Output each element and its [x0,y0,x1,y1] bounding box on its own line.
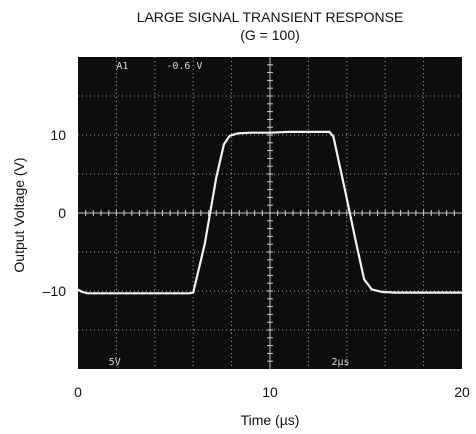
chart-subtitle: (G = 100) [240,27,300,43]
scope-grid [78,57,462,369]
x-tick-label: 0 [74,384,82,400]
signal-trace [77,130,462,295]
x-axis-label: Time (µs) [240,412,300,428]
x-tick-label: 20 [454,384,470,400]
screen-annotation: 2µs [331,357,349,368]
y-tick-label: 10 [50,127,66,143]
y-axis-label: Output Voltage (V) [11,157,27,273]
scope-annotations: A1 -0.6 V 5V 2µs [109,61,350,368]
x-tick-label: 10 [262,384,278,400]
y-tick-labels: 10 0 –10 [43,127,67,299]
screen-annotation: A1 [116,61,128,72]
y-tick-label: 0 [58,205,66,221]
y-tick-label: –10 [43,283,67,299]
chart-title: LARGE SIGNAL TRANSIENT RESPONSE [136,9,404,25]
screen-annotation: -0.6 V [166,61,202,72]
screen-annotation: 5V [109,357,121,368]
x-tick-labels: 0 10 20 [74,384,470,400]
